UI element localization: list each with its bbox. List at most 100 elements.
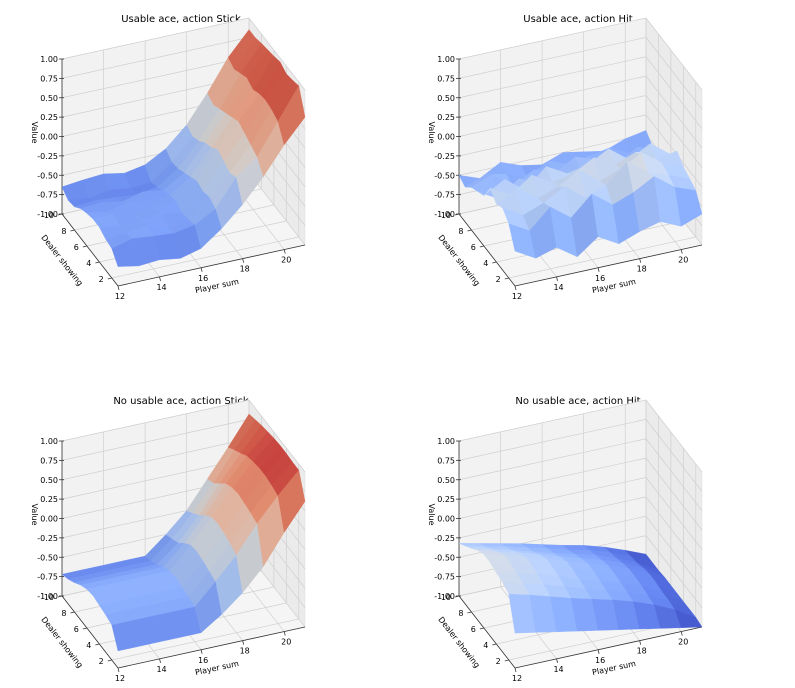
y-tick-label: 10 — [44, 211, 54, 220]
z-tick-label: 0.00 — [437, 515, 455, 524]
y-tick-label: 8 — [61, 609, 66, 618]
z-tick-label: 0.75 — [40, 74, 58, 83]
y-tick-label: 6 — [471, 243, 476, 252]
grid-line — [458, 75, 647, 118]
grid-line — [645, 457, 703, 531]
z-tick-label: -0.75 — [434, 191, 455, 200]
z-tick-label: -1.00 — [434, 592, 455, 601]
grid-line — [645, 56, 703, 129]
grid-line — [645, 438, 703, 511]
grid-line — [458, 17, 647, 60]
y-tick-label: 8 — [458, 609, 463, 618]
z-tick-label: -0.75 — [434, 573, 455, 582]
x-tick-label: 12 — [512, 674, 522, 683]
z-tick-label: 0.00 — [40, 133, 58, 142]
y-tick-label: 6 — [471, 625, 476, 634]
z-tick-label: -0.75 — [37, 191, 58, 200]
z-tick-label: 0.25 — [437, 113, 455, 122]
x-tick — [680, 249, 683, 254]
y-tick — [492, 261, 497, 264]
x-tick-label: 14 — [553, 665, 563, 674]
x-tick-label: 14 — [156, 283, 166, 292]
z-tick-label: 0.50 — [437, 476, 455, 485]
y-tick-label: 8 — [61, 227, 66, 236]
y-tick-label: 2 — [99, 275, 104, 284]
grid-line — [248, 17, 306, 91]
x-tick-label: 20 — [281, 638, 291, 647]
y-tick — [70, 611, 75, 614]
grid-line — [458, 399, 647, 442]
grid-line — [645, 95, 703, 168]
x-tick-label: 16 — [198, 656, 208, 665]
x-tick — [556, 276, 558, 281]
subplot-4: No usable ace, action Hit -1.00 -0.75 -0.50… — [427, 396, 703, 683]
y-axis-line — [458, 213, 516, 287]
grid-line — [508, 236, 696, 279]
z-tick-label: -1.00 — [434, 210, 455, 219]
z-tick-label: -0.75 — [37, 573, 58, 582]
chart-title: Usable ace, action Hit — [523, 14, 633, 25]
y-tick — [504, 277, 509, 280]
grid-line — [645, 75, 703, 149]
x-tick — [283, 249, 286, 254]
x-tick — [242, 640, 245, 645]
grid-line — [645, 477, 703, 550]
x-tick-label: 14 — [553, 283, 563, 292]
y-axis-line — [61, 213, 119, 287]
x-axis-line — [117, 244, 306, 287]
x-axis-line — [117, 626, 306, 669]
x-axis-line — [514, 244, 703, 287]
z-axis-label: Value — [30, 122, 39, 144]
y-tick — [95, 261, 100, 264]
x-tick — [117, 667, 120, 673]
x-tick — [639, 640, 642, 645]
y-tick-label: 2 — [99, 657, 104, 666]
x-tick-label: 12 — [115, 674, 125, 683]
x-tick — [200, 267, 203, 272]
grid-line — [458, 419, 647, 461]
y-tick — [504, 659, 509, 662]
grid-line — [61, 56, 250, 99]
z-axis-label: Value — [427, 504, 436, 526]
grid-line — [61, 438, 250, 481]
y-tick-label: 2 — [496, 657, 501, 666]
y-tick — [57, 595, 63, 598]
y-tick — [454, 213, 460, 216]
y-tick — [57, 213, 63, 216]
y-tick — [95, 643, 100, 646]
x-axis-line — [514, 626, 703, 669]
grid-line — [458, 457, 647, 500]
x-tick-label: 18 — [240, 647, 250, 656]
x-tick — [117, 285, 120, 291]
y-axis-label: Dealer showing — [436, 233, 481, 287]
chart-title: Usable ace, action Stick — [121, 14, 241, 25]
surface-cell — [674, 609, 703, 628]
grid-line — [645, 516, 703, 589]
x-tick-label: 14 — [156, 665, 166, 674]
x-tick-label: 16 — [198, 274, 208, 283]
x-tick-label: 20 — [678, 638, 688, 647]
x-tick-label: 18 — [240, 265, 250, 274]
x-tick — [680, 631, 683, 636]
x-tick-label: 20 — [281, 256, 291, 265]
x-tick-label: 18 — [637, 265, 647, 274]
x-tick — [159, 658, 161, 663]
y-tick — [70, 229, 75, 232]
x-tick — [556, 658, 558, 663]
grid-line — [111, 236, 299, 279]
grid-line — [458, 114, 647, 157]
z-tick-label: 0.25 — [437, 495, 455, 504]
y-axis-label: Dealer showing — [39, 615, 84, 669]
z-tick-label: -0.50 — [434, 171, 455, 180]
z-tick-label: -1.00 — [37, 592, 58, 601]
x-tick — [514, 285, 517, 291]
x-tick — [597, 649, 600, 654]
z-tick-label: 0.00 — [40, 515, 58, 524]
grid-line — [61, 17, 250, 60]
surface-cell — [674, 187, 703, 227]
z-axis-label: Value — [30, 504, 39, 526]
grid-line — [645, 496, 703, 570]
y-tick-label: 8 — [458, 227, 463, 236]
y-tick-label: 6 — [74, 625, 79, 634]
